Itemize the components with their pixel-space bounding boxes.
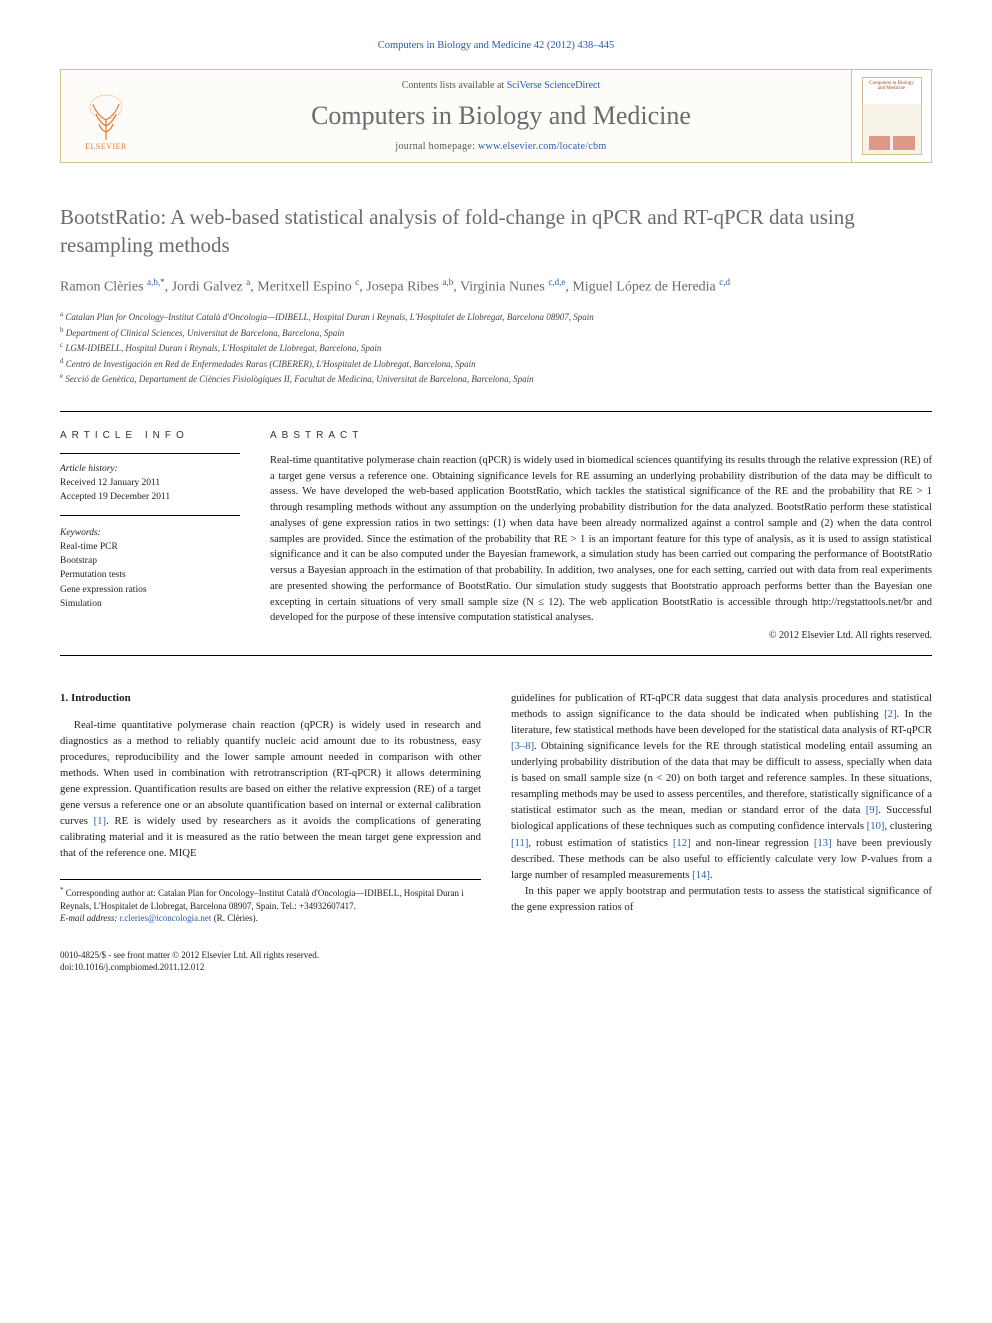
- history-label: Article history:: [60, 464, 118, 474]
- affiliation-line: d Centro de Investigación en Red de Enfe…: [60, 356, 932, 372]
- keywords-block: Keywords: Real-time PCRBootstrapPermutat…: [60, 526, 240, 612]
- publisher-logo-cell: ELSEVIER: [61, 70, 151, 162]
- accepted-date: Accepted 19 December 2011: [60, 490, 240, 504]
- keywords-label: Keywords:: [60, 528, 101, 538]
- intro-heading: 1. Introduction: [60, 690, 481, 707]
- elsevier-tree-icon: [81, 92, 131, 142]
- footer-bar: 0010-4825/$ - see front matter © 2012 El…: [60, 949, 481, 974]
- bottom-rule: [60, 655, 932, 656]
- journal-cover-thumbnail: Computers in Biology and Medicine: [862, 77, 922, 155]
- history-block: Article history: Received 12 January 201…: [60, 454, 240, 516]
- sciencedirect-link[interactable]: SciVerse ScienceDirect: [507, 80, 601, 91]
- elsevier-logo: ELSEVIER: [76, 81, 136, 151]
- journal-banner: ELSEVIER Contents lists available at Sci…: [60, 69, 932, 163]
- footnote-marker: *: [60, 886, 64, 894]
- cover-title: Computers in Biology and Medicine: [869, 81, 913, 91]
- abstract-heading: ABSTRACT: [270, 430, 932, 441]
- left-column: 1. Introduction Real-time quantitative p…: [60, 690, 481, 974]
- corr-email-link[interactable]: r.cleries@iconcologia.net: [120, 913, 212, 923]
- corr-email-name: (R. Clèries).: [214, 913, 258, 923]
- keyword-item: Bootstrap: [60, 554, 240, 568]
- header-citation: Computers in Biology and Medicine 42 (20…: [60, 40, 932, 51]
- banner-center: Contents lists available at SciVerse Sci…: [151, 70, 851, 162]
- email-label: E-mail address:: [60, 913, 117, 923]
- right-column: guidelines for publication of RT-qPCR da…: [511, 690, 932, 974]
- contents-prefix: Contents lists available at: [402, 80, 507, 91]
- abstract-text: Real-time quantitative polymerase chain …: [270, 453, 932, 626]
- intro-p2: guidelines for publication of RT-qPCR da…: [511, 690, 932, 883]
- keyword-item: Simulation: [60, 597, 240, 611]
- abstract-col: ABSTRACT Real-time quantitative polymera…: [270, 430, 932, 641]
- affiliations-block: a Catalan Plan for Oncology–Institut Cat…: [60, 309, 932, 387]
- keyword-item: Real-time PCR: [60, 540, 240, 554]
- journal-citation-link[interactable]: Computers in Biology and Medicine: [378, 40, 531, 51]
- doi-line: doi:10.1016/j.compbiomed.2011.12.012: [60, 961, 481, 974]
- affiliation-line: e Secció de Genètica, Departament de Ciè…: [60, 371, 932, 387]
- elsevier-label: ELSEVIER: [85, 142, 127, 151]
- received-date: Received 12 January 2011: [60, 476, 240, 490]
- affiliation-line: b Department of Clinical Sciences, Unive…: [60, 325, 932, 341]
- homepage-link[interactable]: www.elsevier.com/locate/cbm: [478, 141, 607, 152]
- vol-issue: 42 (2012) 438–445: [534, 40, 615, 51]
- issn-line: 0010-4825/$ - see front matter © 2012 El…: [60, 949, 481, 962]
- homepage-prefix: journal homepage:: [395, 141, 478, 152]
- footnote-corr-text: Corresponding author at: Catalan Plan fo…: [60, 888, 464, 911]
- top-rule: [60, 411, 932, 412]
- affiliation-line: c LGM-IDIBELL, Hospital Duran i Reynals,…: [60, 340, 932, 356]
- intro-p3: In this paper we apply bootstrap and per…: [511, 883, 932, 915]
- article-info-col: ARTICLE INFO Article history: Received 1…: [60, 430, 240, 641]
- article-title: BootstRatio: A web-based statistical ana…: [60, 203, 932, 260]
- contents-available-line: Contents lists available at SciVerse Sci…: [151, 80, 851, 91]
- abstract-copyright: © 2012 Elsevier Ltd. All rights reserved…: [270, 630, 932, 641]
- homepage-line: journal homepage: www.elsevier.com/locat…: [151, 141, 851, 152]
- keyword-item: Gene expression ratios: [60, 583, 240, 597]
- cover-thumb-cell: Computers in Biology and Medicine: [851, 70, 931, 162]
- article-info-heading: ARTICLE INFO: [60, 430, 240, 441]
- info-abstract-row: ARTICLE INFO Article history: Received 1…: [60, 416, 932, 655]
- intro-p1: Real-time quantitative polymerase chain …: [60, 717, 481, 861]
- affiliation-line: a Catalan Plan for Oncology–Institut Cat…: [60, 309, 932, 325]
- journal-name: Computers in Biology and Medicine: [151, 101, 851, 131]
- corresponding-footnote: * Corresponding author at: Catalan Plan …: [60, 879, 481, 925]
- body-columns: 1. Introduction Real-time quantitative p…: [60, 690, 932, 974]
- keyword-item: Permutation tests: [60, 568, 240, 582]
- authors-line: Ramon Clèries a,b,*, Jordi Galvez a, Mer…: [60, 276, 932, 298]
